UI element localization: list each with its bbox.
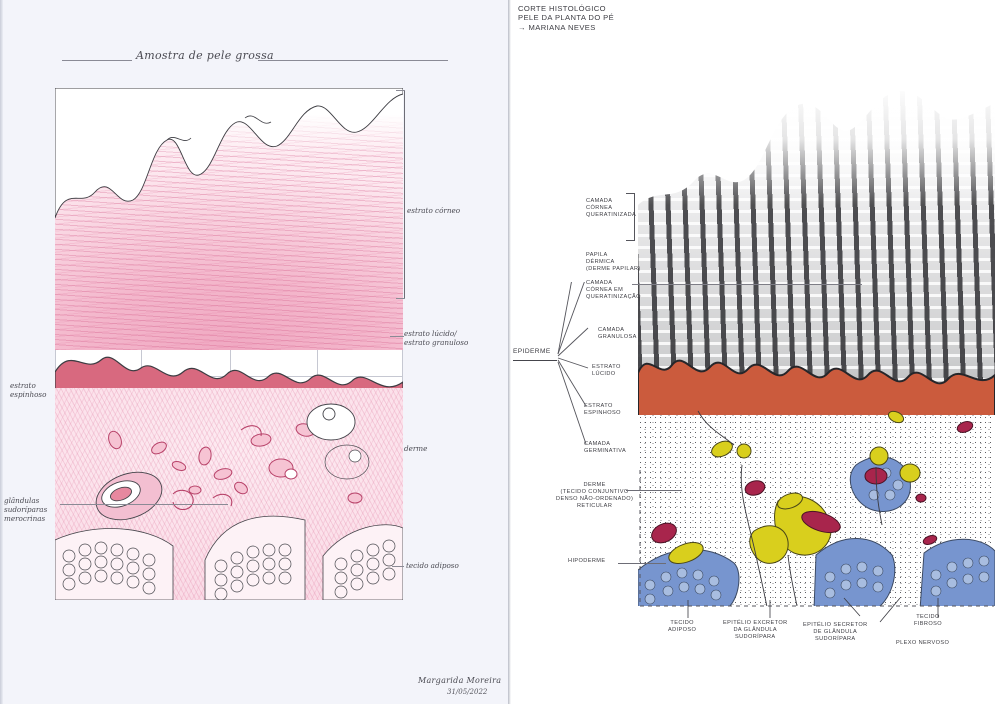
label-derme: derme — [404, 444, 428, 453]
label-estrato-espinhoso: estrato espinhoso — [10, 381, 47, 399]
left-title: Amostra de pele grossa — [136, 49, 274, 62]
bracket-corneo — [404, 90, 405, 298]
signature-date: 31/05/2022 — [447, 688, 488, 696]
label-estrato-corneo: estrato córneo — [407, 206, 461, 215]
label-tecido-adiposo: tecido adiposo — [406, 561, 459, 570]
header-line-3: → MARIANA NEVES — [518, 22, 596, 32]
label-camada-germinativa: CAMADA GERMINATIVA — [584, 441, 627, 454]
label-camada-cornea-em-queratinizacao: CAMADA CÓRNEA EM QUERATINIZAÇÃO — [586, 280, 641, 300]
left-sheet: Amostra de pele grossa — [0, 0, 508, 704]
label-plexo-nervoso: PLEXO NERVOSO — [896, 640, 950, 646]
epiderme-brace — [557, 282, 589, 445]
right-sheet: CORTE HISTOLÓGICO PELE DA PLANTA DO PÉ → M… — [508, 0, 995, 704]
label-tecido-adiposo: TECIDO ADIPOSO — [668, 620, 697, 633]
label-estrato-lucido: ESTRATO LÚCIDO — [592, 364, 621, 377]
label-papila-dermica: PAPILA DÉRMICA (DERME PAPILAR) — [586, 252, 641, 272]
label-estrato-espinhoso: ESTRATO ESPINHOSO — [584, 403, 621, 416]
label-glandulas-sudoriparas: glândulas sudoríparas merocrinas — [4, 496, 48, 523]
label-camada-granulosa: CAMADA GRANULOSA — [598, 327, 637, 340]
label-derme-reticular: DERME (TECIDO CONJUNTIVO DENSO NÃO-ORDEN… — [556, 482, 634, 509]
right-header: CORTE HISTOLÓGICO PELE DA PLANTA DO PÉ → M… — [518, 4, 614, 32]
bottom-leaders — [687, 597, 939, 623]
label-epitelio-secretor: EPITÉLIO SECRETOR DE GLÂNDULA SUDORÍPARA — [803, 622, 868, 642]
signature: Margarida Moreira — [418, 676, 502, 685]
label-epitelio-excretor: EPITÉLIO EXCRETOR DA GLÂNDULA SUDORÍPARA — [723, 620, 788, 640]
sheet-edge-right — [508, 0, 511, 704]
hypodermis-dashed-boundary — [639, 470, 994, 607]
label-epiderme: EPIDERME — [513, 348, 551, 355]
title-rule-left — [62, 60, 132, 61]
label-tecido-fibroso: TECIDO FIBROSO — [914, 614, 942, 627]
header-line-2: PELE DA PLANTA DO PÉ — [518, 13, 615, 23]
left-drawing — [55, 88, 403, 600]
title-rule-right — [258, 60, 448, 61]
dermal-structures — [55, 403, 403, 600]
cornified-outline — [638, 85, 995, 205]
sheet-edge-left — [0, 0, 3, 704]
bracket-camada-cornea — [626, 193, 635, 241]
label-hipoderme: HIPODERME — [568, 558, 606, 564]
header-line-1: CORTE HISTOLÓGICO — [518, 4, 606, 13]
corneum-outline — [55, 88, 403, 219]
right-drawing — [638, 85, 995, 606]
label-estrato-lucido-granuloso: estrato lúcido/ estrato granuloso — [404, 329, 469, 347]
label-camada-cornea-queratinizada: CAMADA CÓRNEA QUERATINIZADA — [586, 198, 637, 218]
